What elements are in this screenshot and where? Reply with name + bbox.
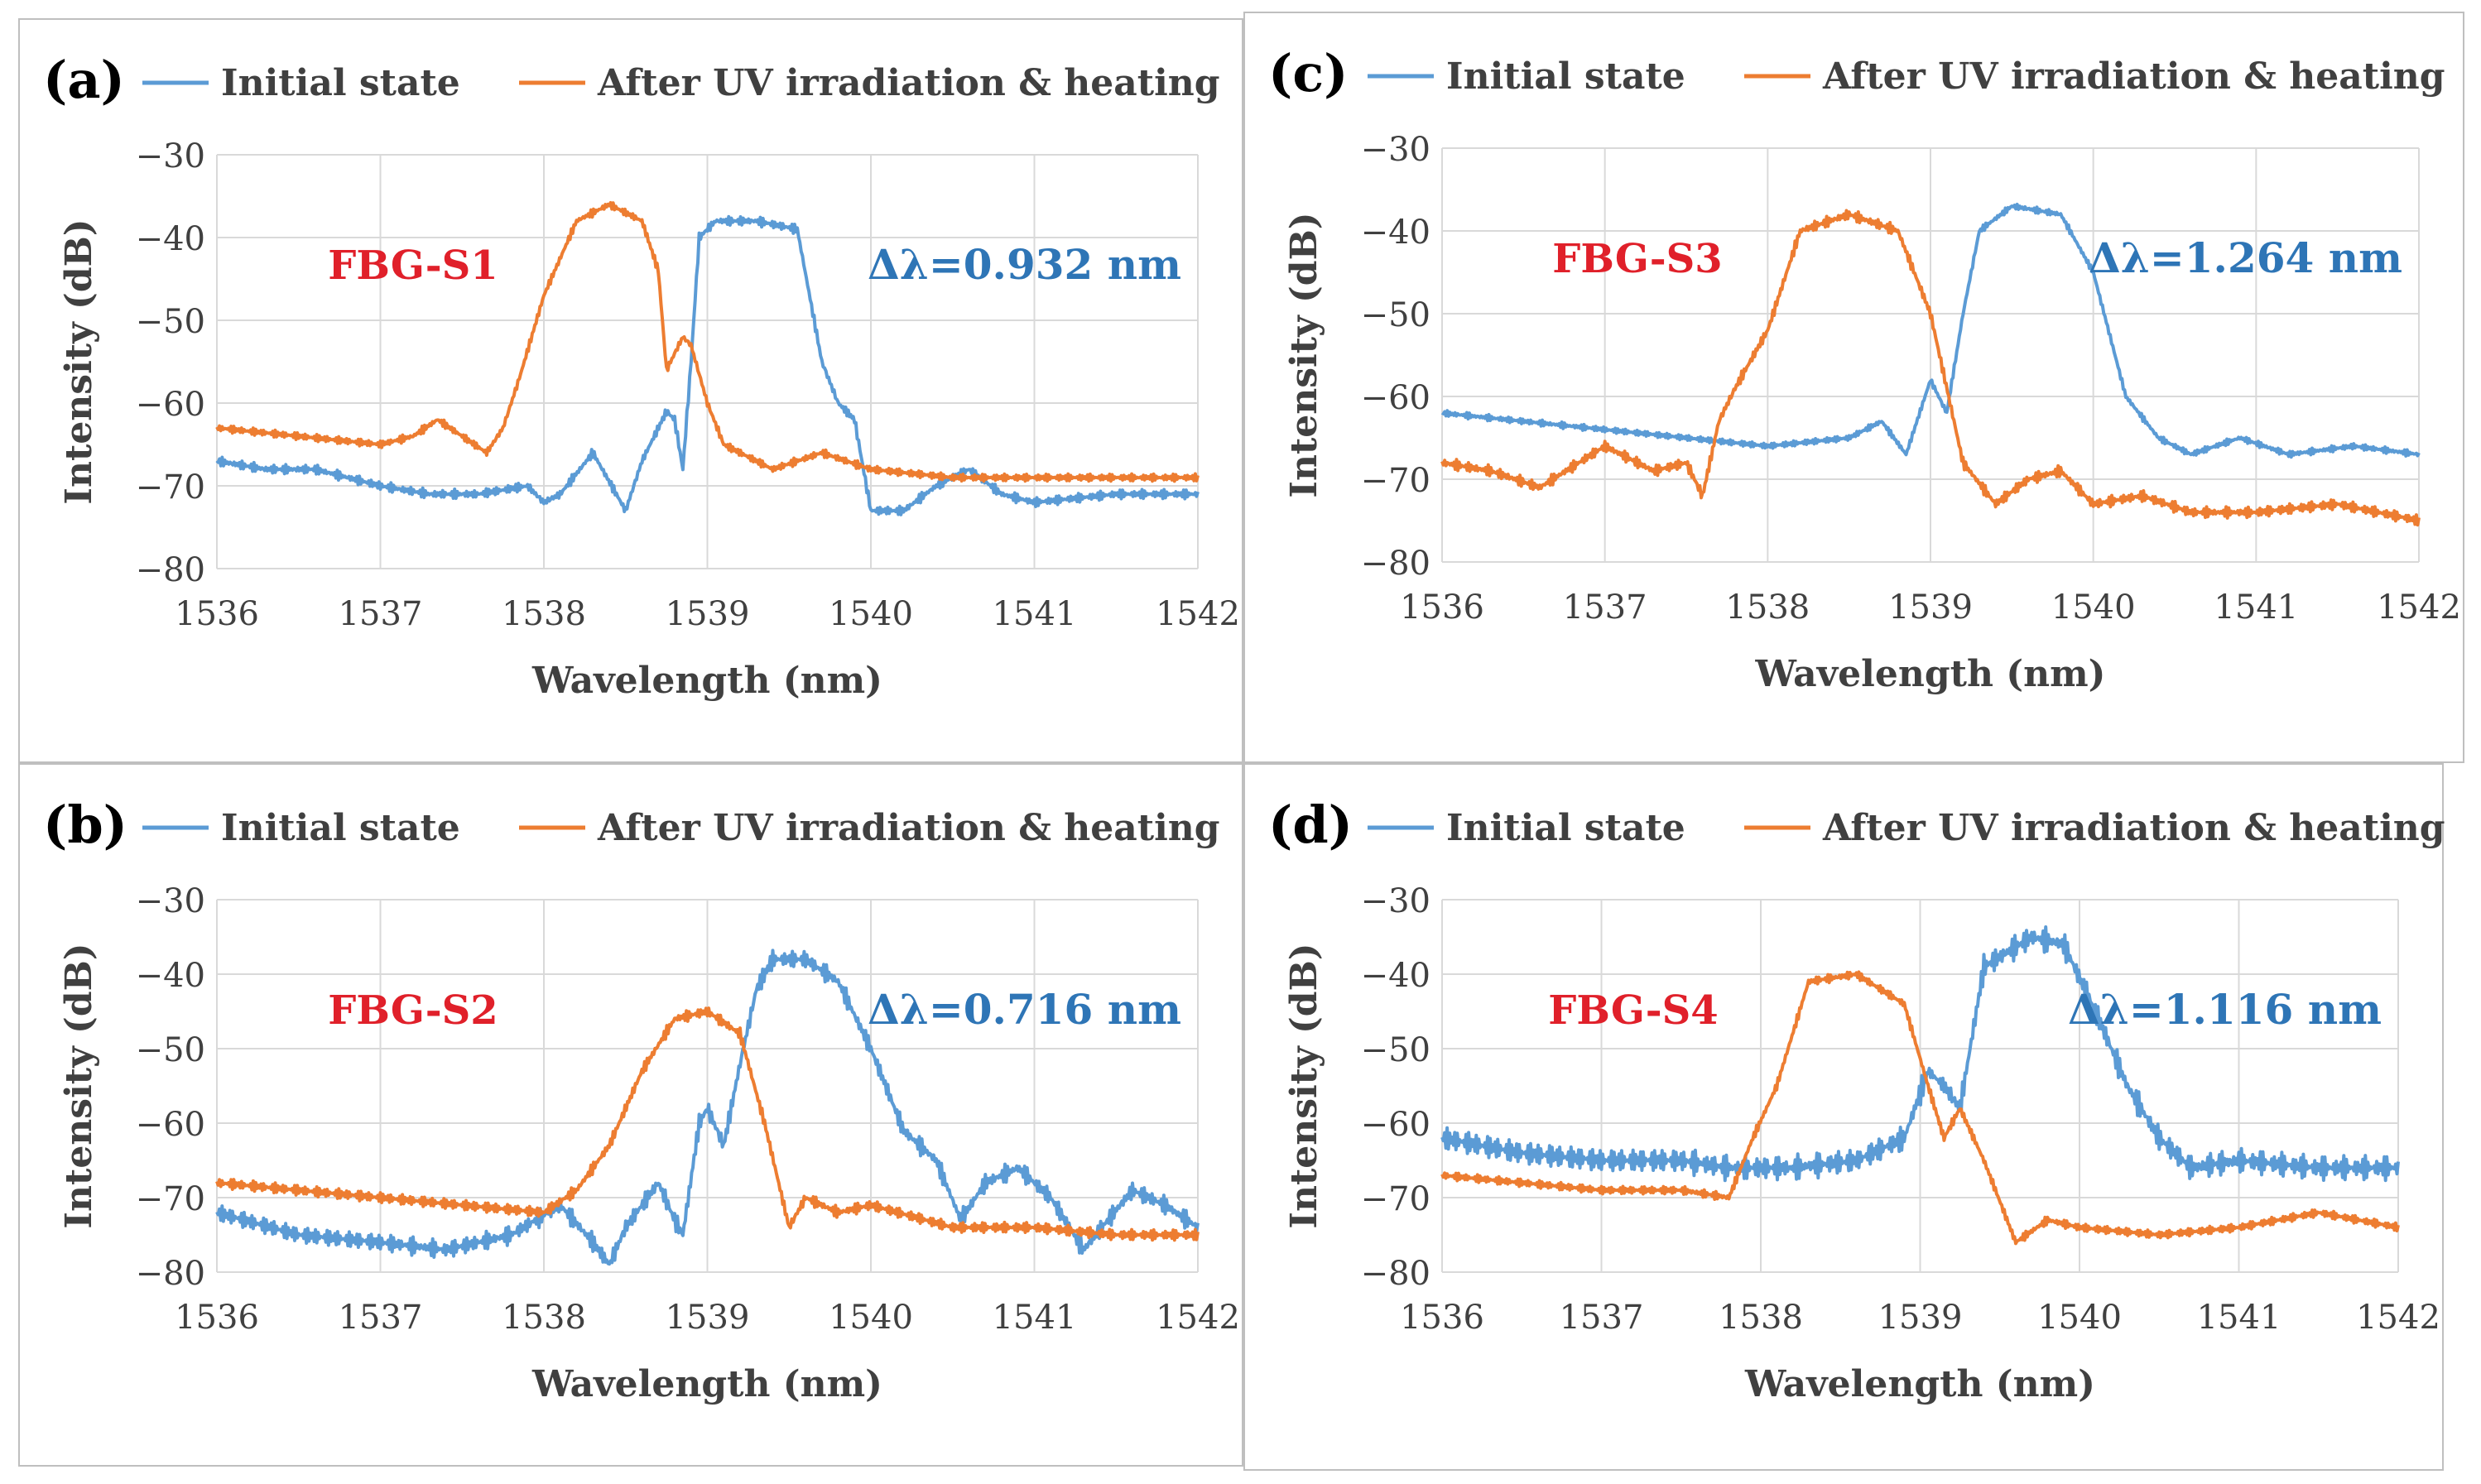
x-tick-label: 1542 [1156, 1299, 1240, 1337]
panel-frame [1243, 763, 2444, 1471]
y-tick-label: −40 [136, 957, 205, 995]
x-tick-label: 1542 [1156, 595, 1240, 633]
sample-label: FBG-S4 [1548, 987, 1718, 1034]
legend-label: Initial state [221, 62, 460, 104]
x-tick-label: 1540 [2037, 1299, 2122, 1337]
y-tick-label: −30 [136, 882, 205, 920]
panel-label: (d) [1268, 795, 1353, 855]
x-tick-label: 1539 [1888, 588, 1973, 627]
y-tick-label: −40 [1361, 957, 1430, 995]
y-axis-title: Intensity (dB) [58, 943, 100, 1228]
x-axis-title: Wavelength (nm) [1755, 653, 2106, 695]
y-tick-label: −80 [136, 1255, 205, 1293]
panel-b: −30 −40 −50 −60 −70 −80 1536 1537 1538 1539 1540 15… [18, 763, 1243, 1467]
y-tick-label: −60 [1361, 1106, 1430, 1144]
shift-label: Δλ=0.716 nm [868, 985, 1181, 1034]
x-tick-label: 1541 [993, 1299, 1077, 1337]
shift-label: Δλ=1.116 nm [2068, 985, 2382, 1034]
x-tick-label: 1537 [339, 1299, 423, 1337]
sample-label: FBG-S3 [1552, 236, 1722, 282]
legend-label: Initial state [1446, 807, 1685, 849]
series-line [215, 201, 1200, 483]
panel-frame [18, 763, 1243, 1467]
x-axis-title: Wavelength (nm) [531, 660, 882, 702]
series-line [1440, 925, 2400, 1183]
series-line [215, 214, 1200, 516]
legend-label: After UV irradiation & heating [1822, 807, 2445, 849]
panel-label: (b) [43, 795, 127, 855]
x-tick-label: 1537 [1563, 588, 1647, 627]
series-line [1440, 209, 2421, 527]
y-tick-label: −30 [1361, 882, 1430, 920]
legend-label: Initial state [221, 807, 460, 849]
x-axis-title: Wavelength (nm) [531, 1363, 882, 1405]
y-tick-label: −70 [136, 1180, 205, 1218]
x-tick-label: 1541 [993, 595, 1077, 633]
panel-frame [1243, 12, 2464, 763]
y-tick-label: −40 [136, 220, 205, 258]
series-line [215, 949, 1200, 1266]
panel-frame [18, 18, 1243, 763]
x-tick-label: 1537 [1560, 1299, 1644, 1337]
panel-label: (a) [43, 50, 125, 110]
x-tick-label: 1540 [829, 1299, 913, 1337]
panel-label: (c) [1268, 43, 1348, 103]
x-tick-label: 1538 [1719, 1299, 1803, 1337]
series-line [1440, 202, 2421, 459]
series-line [1440, 970, 2400, 1246]
x-tick-label: 1539 [666, 1299, 750, 1337]
shift-label: Δλ=0.932 nm [868, 240, 1181, 289]
y-tick-label: −60 [136, 1106, 205, 1144]
y-tick-label: −60 [1361, 379, 1430, 417]
shift-label: Δλ=1.264 nm [2089, 233, 2402, 282]
y-axis-title: Intensity (dB) [58, 219, 100, 504]
y-tick-label: −40 [1361, 214, 1430, 252]
y-tick-label: −70 [136, 468, 205, 507]
y-tick-label: −80 [136, 551, 205, 589]
x-tick-label: 1540 [829, 595, 913, 633]
y-axis-title: Intensity (dB) [1283, 212, 1325, 497]
sample-label: FBG-S2 [328, 987, 498, 1034]
y-tick-label: −80 [1361, 1255, 1430, 1293]
legend-label: After UV irradiation & heating [597, 62, 1220, 104]
legend-label: After UV irradiation & heating [597, 807, 1220, 849]
sample-label: FBG-S1 [328, 243, 498, 289]
y-tick-label: −60 [136, 386, 205, 424]
panel-d: −30 −40 −50 −60 −70 −80 1536 1537 1538 1539 1540 15… [1243, 763, 2445, 1471]
x-axis-title: Wavelength (nm) [1744, 1363, 2095, 1405]
y-tick-label: −50 [136, 303, 205, 341]
x-tick-label: 1536 [1400, 588, 1484, 627]
x-tick-label: 1541 [2197, 1299, 2281, 1337]
y-tick-label: −50 [1361, 1031, 1430, 1069]
panel-a: −30 −40 −50 −60 −70 −80 1536 1537 1538 1539 1540 15… [18, 18, 1243, 763]
x-tick-label: 1536 [1400, 1299, 1484, 1337]
x-tick-label: 1542 [2377, 588, 2461, 627]
legend-label: Initial state [1446, 55, 1685, 98]
y-tick-label: −70 [1361, 1180, 1430, 1218]
x-tick-label: 1541 [2214, 588, 2298, 627]
legend-label: After UV irradiation & heating [1822, 55, 2445, 98]
x-tick-label: 1540 [2051, 588, 2136, 627]
series-line [215, 1006, 1200, 1242]
x-tick-label: 1538 [502, 595, 586, 633]
x-tick-label: 1538 [1725, 588, 1810, 627]
x-tick-label: 1536 [175, 595, 259, 633]
x-tick-label: 1539 [1878, 1299, 1963, 1337]
y-tick-label: −50 [1361, 296, 1430, 334]
x-tick-label: 1537 [339, 595, 423, 633]
y-tick-label: −50 [136, 1031, 205, 1069]
x-tick-label: 1539 [666, 595, 750, 633]
x-tick-label: 1536 [175, 1299, 259, 1337]
y-tick-label: −80 [1361, 545, 1430, 583]
x-tick-label: 1538 [502, 1299, 586, 1337]
y-axis-title: Intensity (dB) [1283, 943, 1325, 1228]
y-tick-label: −30 [1361, 131, 1430, 169]
x-tick-label: 1542 [2356, 1299, 2440, 1337]
y-tick-label: −30 [136, 137, 205, 175]
panel-c: −30 −40 −50 −60 −70 −80 1536 1537 1538 1539 1540 15… [1243, 12, 2464, 763]
y-tick-label: −70 [1361, 462, 1430, 500]
